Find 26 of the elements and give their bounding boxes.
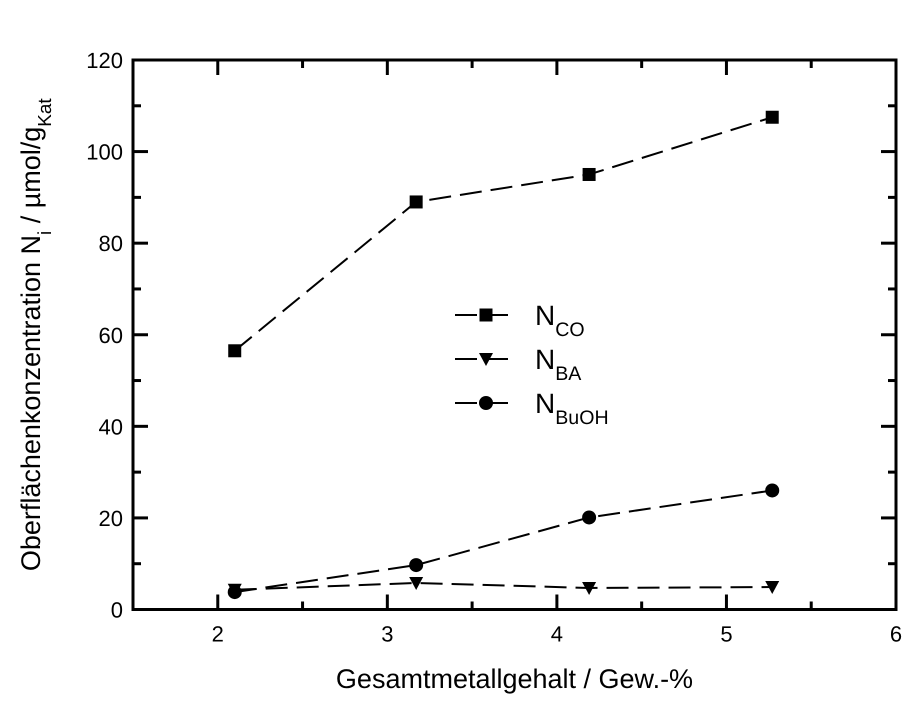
point xyxy=(409,576,424,590)
y-tick-label: 0 xyxy=(110,598,123,622)
x-tick-label: 6 xyxy=(890,622,902,646)
legend-label: N$_{BA}$ xyxy=(535,344,582,385)
point xyxy=(409,558,424,572)
x-tick-label: 3 xyxy=(381,622,394,646)
y-tick-label: 100 xyxy=(86,140,123,165)
y-tick-label: 80 xyxy=(98,231,123,256)
point xyxy=(410,195,423,208)
point xyxy=(228,344,242,358)
point xyxy=(765,581,780,594)
legend-label: N$_{BuOH}$ xyxy=(535,388,609,429)
legend-label: N$_{CO}$ xyxy=(535,300,585,341)
point xyxy=(582,582,596,595)
x-tick-label: 5 xyxy=(720,622,733,646)
y-tick-label: 20 xyxy=(98,506,123,531)
x-tick-label: 2 xyxy=(212,622,224,646)
x-axis-title: Gesamtmetallgehalt / Gew.-% xyxy=(336,664,694,694)
point xyxy=(765,483,780,498)
point xyxy=(766,110,779,124)
point xyxy=(582,510,596,524)
x-tick-label: 4 xyxy=(550,622,564,646)
y-tick-label: 40 xyxy=(98,414,123,440)
point xyxy=(582,168,596,181)
y-tick-label: 120 xyxy=(86,48,123,73)
y-tick-label: 60 xyxy=(98,322,123,348)
